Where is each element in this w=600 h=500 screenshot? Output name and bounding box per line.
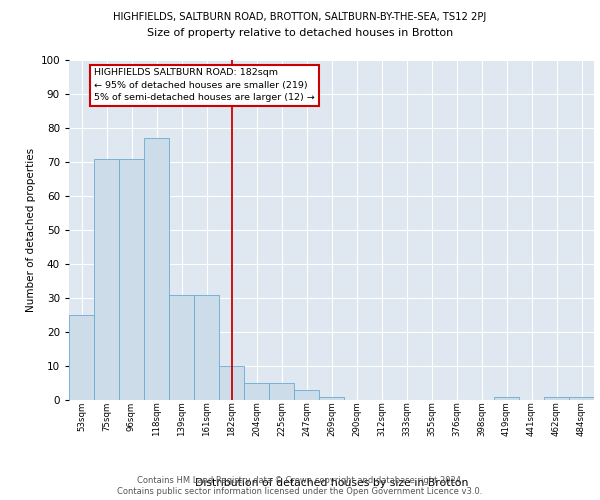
Bar	[69, 315, 94, 400]
Bar	[244, 383, 269, 400]
Bar	[294, 390, 319, 400]
X-axis label: Distribution of detached houses by size in Brotton: Distribution of detached houses by size …	[195, 478, 468, 488]
Bar	[194, 294, 219, 400]
Bar	[269, 383, 294, 400]
Text: Contains HM Land Registry data © Crown copyright and database right 2024.: Contains HM Land Registry data © Crown c…	[137, 476, 463, 485]
Bar	[144, 138, 169, 400]
Text: HIGHFIELDS SALTBURN ROAD: 182sqm
← 95% of detached houses are smaller (219)
5% o: HIGHFIELDS SALTBURN ROAD: 182sqm ← 95% o…	[94, 68, 315, 102]
Bar	[494, 396, 519, 400]
Bar	[94, 158, 119, 400]
Bar	[319, 396, 344, 400]
Text: Contains public sector information licensed under the Open Government Licence v3: Contains public sector information licen…	[118, 487, 482, 496]
Y-axis label: Number of detached properties: Number of detached properties	[26, 148, 36, 312]
Bar	[544, 396, 569, 400]
Text: HIGHFIELDS, SALTBURN ROAD, BROTTON, SALTBURN-BY-THE-SEA, TS12 2PJ: HIGHFIELDS, SALTBURN ROAD, BROTTON, SALT…	[113, 12, 487, 22]
Bar	[169, 294, 194, 400]
Bar	[569, 396, 594, 400]
Text: Size of property relative to detached houses in Brotton: Size of property relative to detached ho…	[147, 28, 453, 38]
Bar	[219, 366, 244, 400]
Bar	[119, 158, 144, 400]
